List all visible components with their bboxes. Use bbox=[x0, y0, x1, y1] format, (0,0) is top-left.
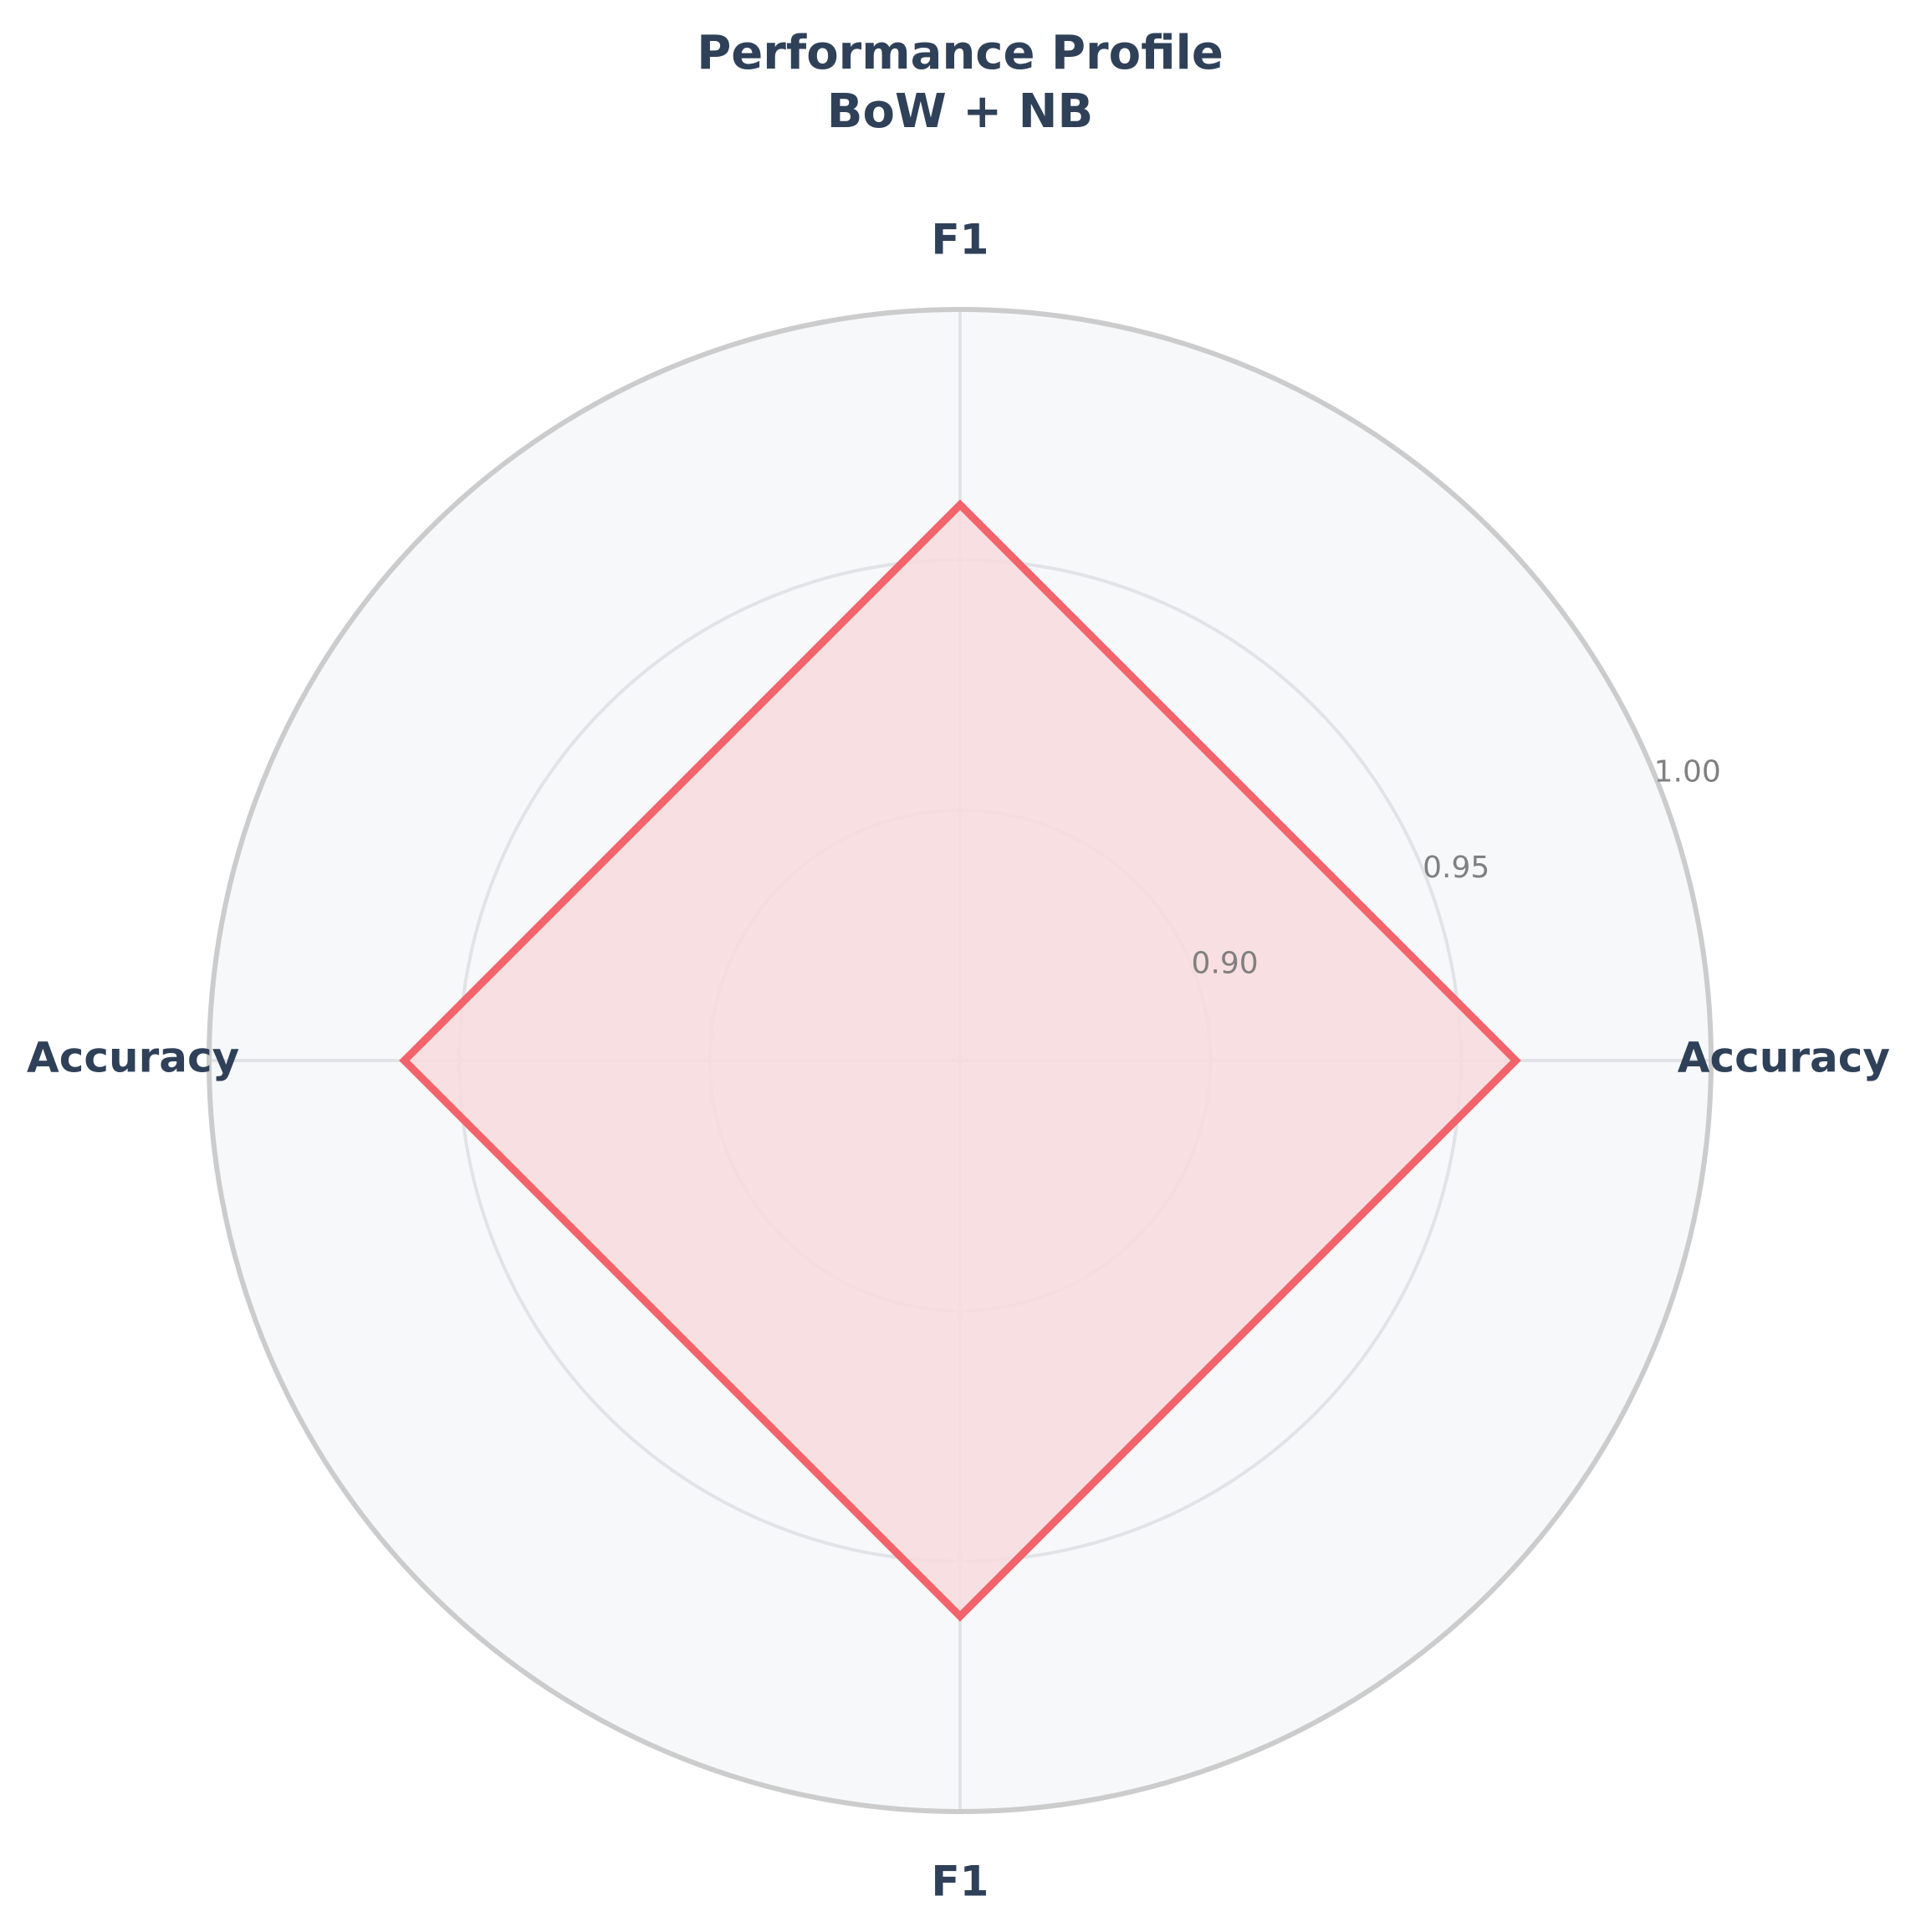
r-tick-label-0: 0.90 bbox=[1192, 946, 1259, 980]
data-point-0 bbox=[1515, 1060, 1517, 1061]
axis-label-1: F1 bbox=[932, 216, 989, 264]
r-tick-label-1: 0.95 bbox=[1423, 851, 1489, 885]
chart-title: Performance Profile BoW + NB bbox=[697, 26, 1224, 139]
data-point-1 bbox=[959, 503, 961, 506]
chart-title-line-1: Performance Profile bbox=[697, 26, 1224, 80]
data-point-2 bbox=[403, 1060, 406, 1061]
data-point-3 bbox=[959, 1615, 961, 1618]
r-tick-label-2: 1.00 bbox=[1654, 754, 1721, 789]
axis-label-3: F1 bbox=[932, 1858, 989, 1906]
outer-ring bbox=[207, 307, 1714, 1814]
chart-title-line-2: BoW + NB bbox=[827, 84, 1093, 139]
axis-label-0: Accuracy bbox=[1678, 1034, 1890, 1082]
plot-area: 0.90 0.95 1.00 Accuracy F1 Accuracy F1 bbox=[27, 216, 1890, 1906]
axis-label-2: Accuracy bbox=[27, 1034, 239, 1082]
